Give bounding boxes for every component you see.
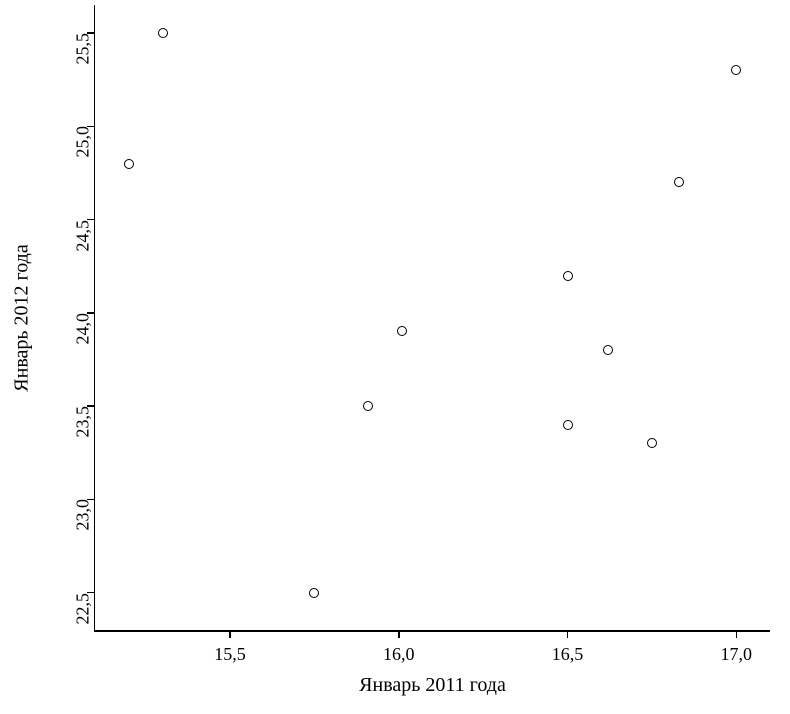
data-point	[603, 345, 613, 355]
data-point	[563, 271, 573, 281]
data-point	[563, 420, 573, 430]
x-tick-label: 17,0	[721, 644, 753, 665]
x-axis-label: Январь 2011 года	[359, 674, 506, 697]
y-axis-line	[94, 5, 96, 632]
y-tick-label: 22,5	[72, 593, 93, 625]
data-point	[158, 28, 168, 38]
x-tick-label: 15,5	[214, 644, 246, 665]
data-point	[363, 401, 373, 411]
y-axis-label: Январь 2012 года	[11, 244, 34, 391]
x-tick	[567, 630, 569, 638]
x-axis-line	[95, 630, 770, 632]
x-tick	[398, 630, 400, 638]
scatter-chart: 15,5 16,0 16,5 17,0 22,5 23,0 23,5 24,0 24,5 25,…	[0, 0, 790, 714]
x-tick-label: 16,5	[552, 644, 584, 665]
x-tick	[736, 630, 738, 638]
data-point	[674, 177, 684, 187]
y-tick-label: 23,0	[72, 499, 93, 531]
y-tick-label: 25,5	[72, 33, 93, 65]
x-tick-label: 16,0	[383, 644, 415, 665]
y-tick-label: 25,0	[72, 126, 93, 158]
x-tick	[229, 630, 231, 638]
y-tick-label: 24,5	[72, 220, 93, 252]
data-point	[731, 65, 741, 75]
data-point	[397, 326, 407, 336]
y-tick-label: 23,5	[72, 406, 93, 438]
plot-area	[95, 5, 770, 630]
data-point	[309, 588, 319, 598]
y-tick-label: 24,0	[72, 313, 93, 345]
data-point	[647, 438, 657, 448]
data-point	[124, 159, 134, 169]
